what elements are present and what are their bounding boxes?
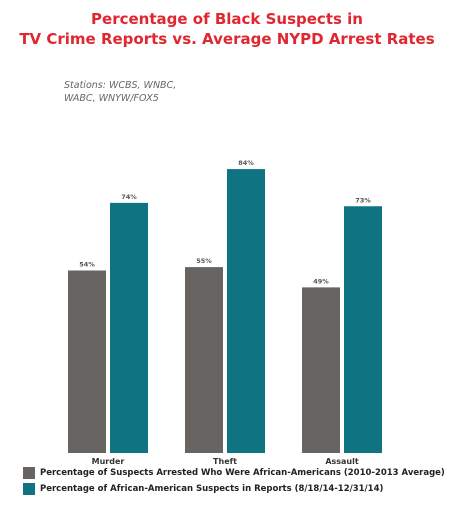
bar-group-murder: 54% 74% Murder xyxy=(68,193,148,466)
data-label-theft-series-1: 55% xyxy=(196,257,212,265)
legend-item-series-2: Percentage of African-American Suspects … xyxy=(23,481,443,497)
legend-label-series-1: Percentage of Suspects Arrested Who Were… xyxy=(40,468,445,478)
bar-theft-series-2 xyxy=(227,169,265,453)
bar-murder-series-2 xyxy=(110,202,148,453)
data-label-assault-series-1: 49% xyxy=(313,277,329,285)
data-label-theft-series-2: 84% xyxy=(238,159,254,167)
bar-murder-series-1 xyxy=(68,270,106,453)
chart-legend: Percentage of Suspects Arrested Who Were… xyxy=(23,465,445,497)
bar-assault-series-1 xyxy=(302,287,340,453)
data-label-murder-series-2: 74% xyxy=(121,193,137,201)
stations-note-line-2: WABC, WNYW/FOX5 xyxy=(64,93,159,104)
data-label-assault-series-2: 73% xyxy=(355,196,371,204)
category-label-theft: Theft xyxy=(213,457,237,466)
data-label-murder-series-1: 54% xyxy=(79,260,95,268)
legend-swatch-series-2 xyxy=(23,483,35,495)
stations-note-line-1: Stations: WCBS, WNBC, xyxy=(64,80,177,91)
legend-label-series-2: Percentage of African-American Suspects … xyxy=(40,484,384,494)
category-label-assault: Assault xyxy=(325,457,359,466)
bar-group-assault: 49% 73% Assault xyxy=(302,196,382,466)
chart-title-line-1: Percentage of Black Suspects in xyxy=(91,10,363,28)
chart-title-line-2: TV Crime Reports vs. Average NYPD Arrest… xyxy=(19,30,435,48)
category-label-murder: Murder xyxy=(92,457,125,466)
bar-theft-series-1 xyxy=(185,267,223,453)
legend-item-series-1: Percentage of Suspects Arrested Who Were… xyxy=(23,465,445,481)
bar-assault-series-2 xyxy=(344,206,382,453)
bar-group-theft: 55% 84% Theft xyxy=(185,159,265,466)
legend-swatch-series-1 xyxy=(23,467,35,479)
